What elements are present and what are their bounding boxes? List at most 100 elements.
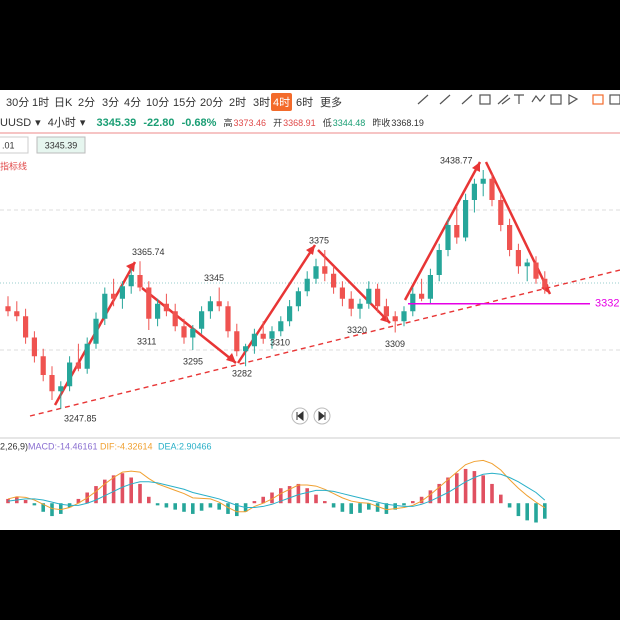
candle-body xyxy=(102,293,108,319)
tool-icon[interactable] xyxy=(568,94,579,106)
period-button[interactable]: 日K xyxy=(54,97,73,109)
macd-bar xyxy=(261,496,265,504)
price-annotation: 3295 xyxy=(183,356,203,366)
symbol[interactable]: UUSD xyxy=(0,117,32,129)
macd-bar xyxy=(103,479,107,504)
macd-legend: DIF:-4.32614 xyxy=(100,441,153,451)
macd-bar xyxy=(155,503,160,506)
level-label: 3332 xyxy=(595,298,619,310)
tool-icon[interactable] xyxy=(550,94,562,105)
candle-body xyxy=(471,183,477,200)
period[interactable]: 4小时 xyxy=(47,117,76,129)
price-annotation: 3309 xyxy=(385,339,405,349)
macd-bar xyxy=(393,503,397,510)
candle-body xyxy=(23,316,29,338)
candle-body xyxy=(419,293,425,299)
macd-bar xyxy=(507,503,512,508)
period-button[interactable]: 30分 xyxy=(6,97,30,109)
candle-body xyxy=(278,321,284,332)
candle-body xyxy=(128,275,134,287)
candle-body xyxy=(5,306,11,312)
macd-params: 2,26,9) xyxy=(0,441,28,451)
price-annotation: 3247.85 xyxy=(64,413,97,423)
price-box xyxy=(36,136,86,154)
macd-bar xyxy=(59,503,63,514)
macd-bar xyxy=(499,494,503,504)
macd-bar xyxy=(120,473,125,504)
price-annotation: 3320 xyxy=(347,325,367,335)
value: 3373.46 xyxy=(233,118,267,128)
tool-icon[interactable] xyxy=(439,94,451,105)
period-button[interactable]: 6时 xyxy=(296,97,314,109)
candle-body xyxy=(111,293,117,299)
macd-bar xyxy=(94,486,98,504)
arrow xyxy=(403,161,482,301)
last-price: 3345.39 xyxy=(96,117,137,129)
candle-body xyxy=(348,298,354,309)
period-button[interactable]: 3时 xyxy=(253,97,271,109)
macd-bar xyxy=(516,503,521,517)
macd-bar xyxy=(76,498,81,504)
change: -22.80 xyxy=(143,117,175,129)
arrowhead xyxy=(380,313,390,323)
tool-icon[interactable] xyxy=(514,94,524,104)
macd-bar xyxy=(226,503,230,514)
period-button[interactable]: 10分 xyxy=(146,97,170,109)
tool-icon[interactable] xyxy=(609,94,620,105)
price-annotation: 3311 xyxy=(137,336,156,346)
candle-body xyxy=(454,225,460,238)
arrow xyxy=(141,287,237,364)
candle-body xyxy=(304,278,310,292)
next-icon xyxy=(318,410,326,422)
period-button[interactable]: 4分 xyxy=(124,97,142,109)
period-button[interactable]: 2时 xyxy=(229,97,247,109)
tool-icon[interactable] xyxy=(592,94,604,105)
candle-body xyxy=(190,328,196,338)
chart: .01 3345.39 指标线 3365.74 3311 3295 3345 3282 3… xyxy=(0,94,620,523)
arrowhead xyxy=(226,353,236,363)
candle-body xyxy=(181,326,187,338)
screenshot: 30分 1时 日K 2分 3分 4分 10分 15分 20分 2时 3时 4时 6时 更多 UUSD ▾ 4… xyxy=(0,90,620,530)
input-box[interactable] xyxy=(0,136,29,154)
macd-bar xyxy=(270,492,274,504)
candle-body xyxy=(155,303,161,319)
tool-icon[interactable] xyxy=(531,94,546,103)
candle-body xyxy=(427,275,433,299)
tool-icon[interactable] xyxy=(479,94,491,105)
tool-icon[interactable] xyxy=(417,94,429,105)
candle-body xyxy=(146,287,152,319)
arrowheads xyxy=(126,162,550,363)
macd-bar xyxy=(164,503,169,508)
macd-bar xyxy=(358,503,362,513)
macd-legend: DEA:2.90466 xyxy=(158,441,212,451)
indicator-label[interactable]: 指标线 xyxy=(0,160,27,171)
macd-bar xyxy=(455,473,459,504)
candle-body xyxy=(234,331,240,352)
period-button[interactable]: 更多 xyxy=(320,97,342,109)
candle-body xyxy=(313,266,319,279)
macd-bar xyxy=(208,503,213,508)
price-box-value: 3345.39 xyxy=(45,140,78,150)
period-button[interactable]: 20分 xyxy=(200,97,224,109)
candle-body xyxy=(515,250,521,267)
arrowhead xyxy=(541,284,550,294)
tool-icon[interactable] xyxy=(461,94,473,105)
macd-bar xyxy=(446,477,450,504)
candle-body xyxy=(260,333,266,339)
period-button[interactable]: 2分 xyxy=(78,97,96,109)
period-button[interactable]: 3分 xyxy=(102,97,120,109)
candle-body xyxy=(507,225,513,250)
period-button[interactable]: 15分 xyxy=(173,97,197,109)
candle-body xyxy=(207,301,213,312)
candle-body xyxy=(84,343,90,369)
candle-body xyxy=(251,333,257,347)
period-button[interactable]: 1时 xyxy=(32,97,50,109)
period-button[interactable]: 4时 xyxy=(271,93,293,111)
label: 开 xyxy=(273,118,283,128)
candle-body xyxy=(357,303,363,309)
prev-icon xyxy=(296,410,304,422)
tool-icon[interactable] xyxy=(497,94,511,105)
macd-bar xyxy=(323,501,327,504)
caret[interactable]: ▾ xyxy=(35,117,41,129)
price-annotation: 3282 xyxy=(232,369,252,379)
